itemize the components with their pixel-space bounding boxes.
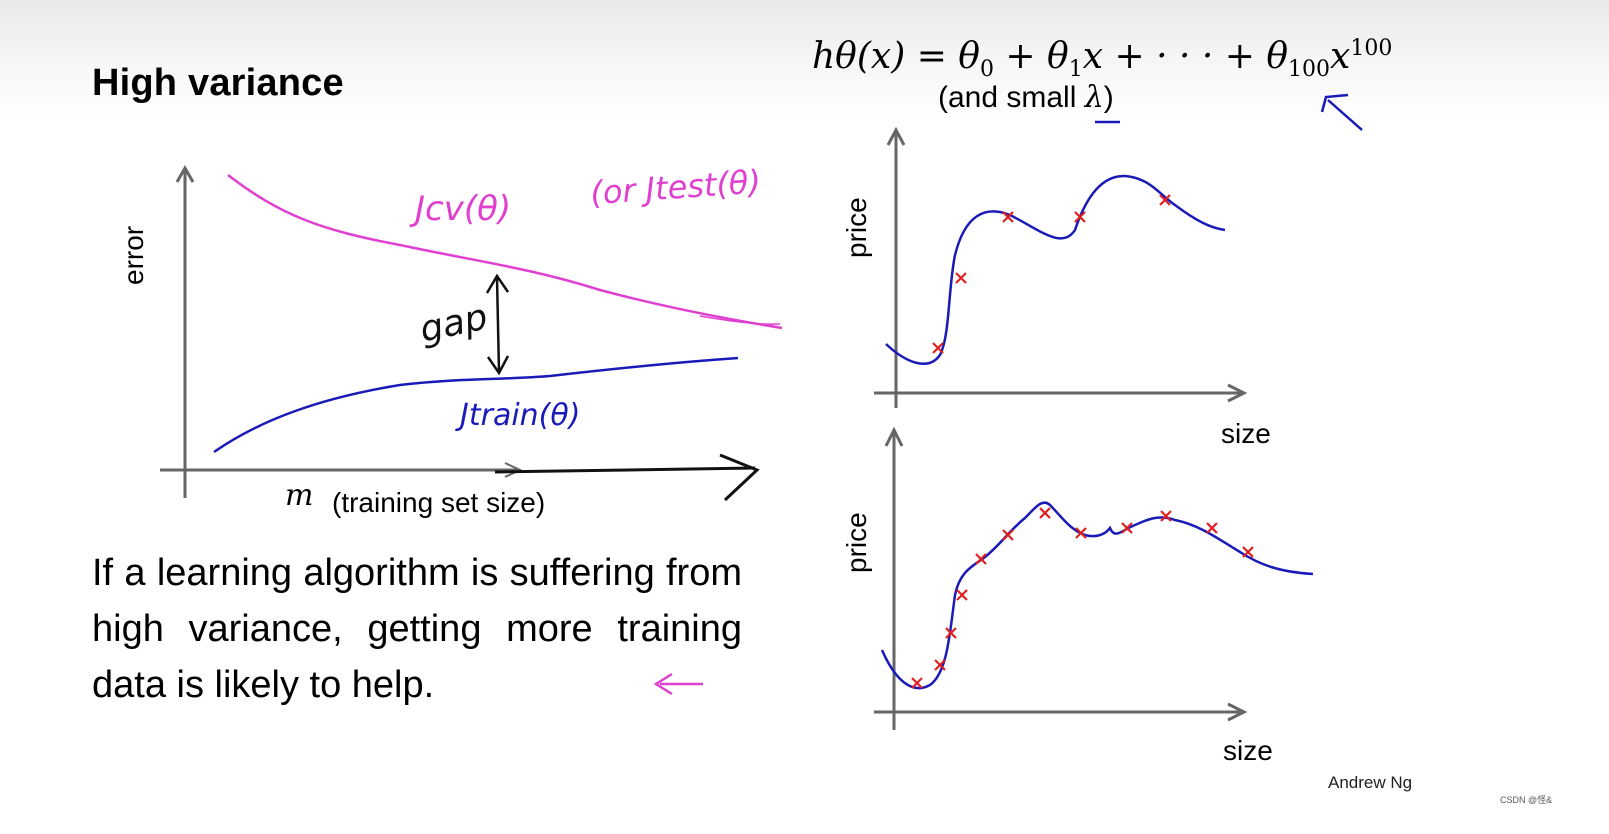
fit2-marker bbox=[1075, 527, 1087, 539]
gap-arrow-line bbox=[495, 277, 501, 373]
fit1-y-arrow bbox=[886, 126, 906, 146]
cv-curve-tail bbox=[699, 315, 781, 325]
fit2-marker bbox=[1206, 522, 1218, 534]
text-pointer-arrow bbox=[653, 672, 703, 696]
gap-label: gap bbox=[416, 297, 491, 351]
cv-curve bbox=[227, 174, 783, 330]
formula-note-lambda: λ bbox=[1084, 80, 1104, 115]
formula-sup-100: 100 bbox=[1350, 36, 1393, 61]
body-text: If a learning algorithm is suffering fro… bbox=[92, 552, 742, 706]
formula-lhs: hθ(x) = θ bbox=[812, 36, 980, 77]
fit2-curve bbox=[880, 501, 1314, 690]
formula-term-1b: x + · · · + θ bbox=[1082, 36, 1289, 77]
lc-xlabel-symbol: m bbox=[285, 478, 313, 513]
cv-label: Jcv(θ) bbox=[409, 189, 511, 229]
author-credit: Andrew Ng bbox=[1328, 773, 1413, 792]
fit-plot-bottom: price size bbox=[841, 426, 1314, 766]
fit2-xlabel: size bbox=[1223, 735, 1273, 766]
fit-plot-top: price size bbox=[841, 126, 1271, 449]
formula-note-open: (and small bbox=[938, 81, 1085, 114]
formula-sub-0: 0 bbox=[979, 57, 994, 83]
gap-arrow-bottom bbox=[486, 355, 510, 376]
fit2-y-arrow bbox=[884, 426, 904, 447]
gap-arrow-top bbox=[485, 273, 510, 294]
learning-curve-plot: error m (training set size) Jcv(θ) (or J… bbox=[118, 162, 783, 518]
fit2-marker bbox=[945, 627, 957, 639]
fit2-x-arrow bbox=[1227, 702, 1248, 722]
fit1-marker bbox=[1074, 211, 1086, 223]
slide-title: High variance bbox=[92, 62, 344, 104]
fit2-marker bbox=[975, 553, 987, 565]
fit2-marker bbox=[934, 659, 946, 671]
lc-y-arrow bbox=[175, 164, 195, 183]
fit2-ylabel: price bbox=[841, 512, 872, 573]
fit1-xlabel: size bbox=[1221, 418, 1271, 449]
fit1-marker bbox=[932, 342, 944, 354]
fit1-marker bbox=[1159, 194, 1171, 206]
lc-ylabel: error bbox=[118, 226, 149, 285]
fit2-marker bbox=[911, 677, 923, 689]
lc-x-arrow-hand bbox=[719, 453, 760, 502]
fit2-marker bbox=[1242, 546, 1254, 558]
lc-x-arrow-small bbox=[504, 462, 523, 478]
test-label: (or Jtest(θ) bbox=[589, 162, 762, 212]
formula-term-1a: + θ bbox=[993, 36, 1069, 77]
watermark: CSDN @怪& bbox=[1500, 795, 1553, 805]
fit2-markers bbox=[911, 507, 1254, 689]
train-curve bbox=[213, 356, 739, 454]
fit2-marker bbox=[1039, 507, 1051, 519]
formula-pointer-arrow bbox=[1320, 93, 1363, 131]
formula-sub-1: 1 bbox=[1068, 57, 1083, 83]
formula-note: (and small λ) bbox=[938, 80, 1114, 115]
fit2-marker bbox=[1121, 522, 1133, 534]
formula-sub-100: 100 bbox=[1288, 57, 1331, 83]
formula-note-close: ) bbox=[1103, 81, 1114, 114]
fit1-curve bbox=[885, 174, 1226, 365]
fit2-marker bbox=[956, 589, 968, 601]
hypothesis-formula: hθ(x) = θ0 + θ1x + · · · + θ100x100 bbox=[812, 36, 1392, 82]
lc-xlabel: (training set size) bbox=[332, 487, 545, 518]
fit1-markers bbox=[932, 194, 1171, 354]
fit1-marker bbox=[955, 272, 967, 284]
fit2-marker bbox=[1002, 529, 1014, 541]
lc-x-axis-extension bbox=[494, 466, 756, 474]
formula-x: x bbox=[1330, 36, 1351, 77]
fit1-x-arrow bbox=[1227, 383, 1248, 403]
fit1-marker bbox=[1002, 211, 1014, 223]
train-label: Jtrain(θ) bbox=[455, 398, 580, 433]
fit2-marker bbox=[1160, 510, 1172, 522]
fit1-ylabel: price bbox=[841, 197, 872, 258]
